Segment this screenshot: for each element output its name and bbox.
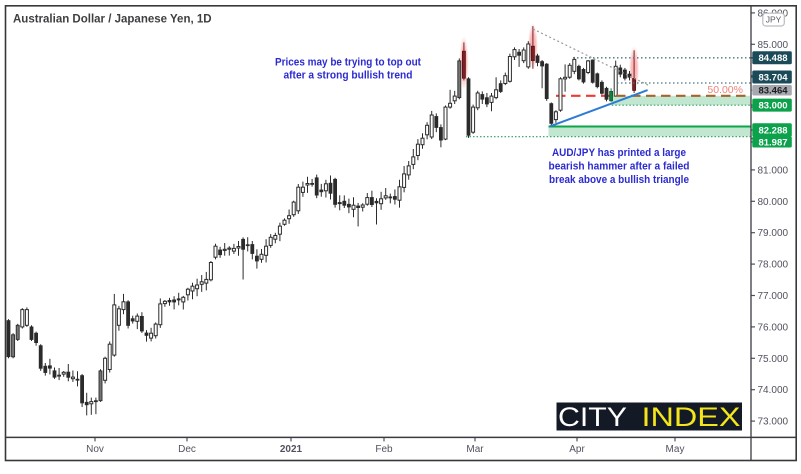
svg-text:JPY: JPY bbox=[766, 15, 782, 25]
svg-text:80.000: 80.000 bbox=[758, 197, 789, 208]
svg-text:bearish hammer after a failed: bearish hammer after a failed bbox=[549, 161, 690, 173]
svg-text:78.000: 78.000 bbox=[758, 260, 789, 271]
svg-text:85.000: 85.000 bbox=[758, 40, 789, 51]
svg-text:Feb: Feb bbox=[375, 444, 393, 455]
svg-text:81.987: 81.987 bbox=[758, 137, 787, 148]
svg-text:break above a bullish triangle: break above a bullish triangle bbox=[549, 174, 689, 186]
svg-text:INDEX: INDEX bbox=[642, 402, 741, 432]
svg-text:83.000: 83.000 bbox=[758, 101, 787, 112]
svg-text:Australian Dollar / Japanese Y: Australian Dollar / Japanese Yen, 1D bbox=[13, 14, 212, 26]
svg-text:73.000: 73.000 bbox=[758, 417, 789, 428]
svg-text:Apr: Apr bbox=[569, 444, 585, 455]
svg-text:Nov: Nov bbox=[86, 444, 104, 455]
svg-text:Mar: Mar bbox=[466, 444, 484, 455]
svg-text:83.464: 83.464 bbox=[758, 86, 788, 97]
svg-text:74.000: 74.000 bbox=[758, 385, 789, 396]
svg-text:Prices may be trying to top ou: Prices may be trying to top out bbox=[275, 57, 421, 69]
svg-text:83.704: 83.704 bbox=[758, 72, 788, 83]
svg-text:Dec: Dec bbox=[178, 444, 196, 455]
svg-text:after a strong bullish trend: after a strong bullish trend bbox=[284, 70, 413, 82]
svg-text:75.000: 75.000 bbox=[758, 354, 789, 365]
svg-text:84.488: 84.488 bbox=[758, 53, 787, 64]
svg-text:82.288: 82.288 bbox=[758, 125, 787, 136]
svg-text:81.000: 81.000 bbox=[758, 165, 789, 176]
svg-text:50.00%: 50.00% bbox=[707, 84, 743, 96]
svg-text:May: May bbox=[666, 444, 685, 455]
svg-text:77.000: 77.000 bbox=[758, 291, 789, 302]
svg-text:AUD/JPY has printed a large: AUD/JPY has printed a large bbox=[552, 147, 686, 159]
svg-text:CITY: CITY bbox=[558, 402, 627, 432]
svg-text:2021: 2021 bbox=[280, 444, 303, 455]
svg-text:76.000: 76.000 bbox=[758, 322, 789, 333]
svg-text:79.000: 79.000 bbox=[758, 228, 789, 239]
